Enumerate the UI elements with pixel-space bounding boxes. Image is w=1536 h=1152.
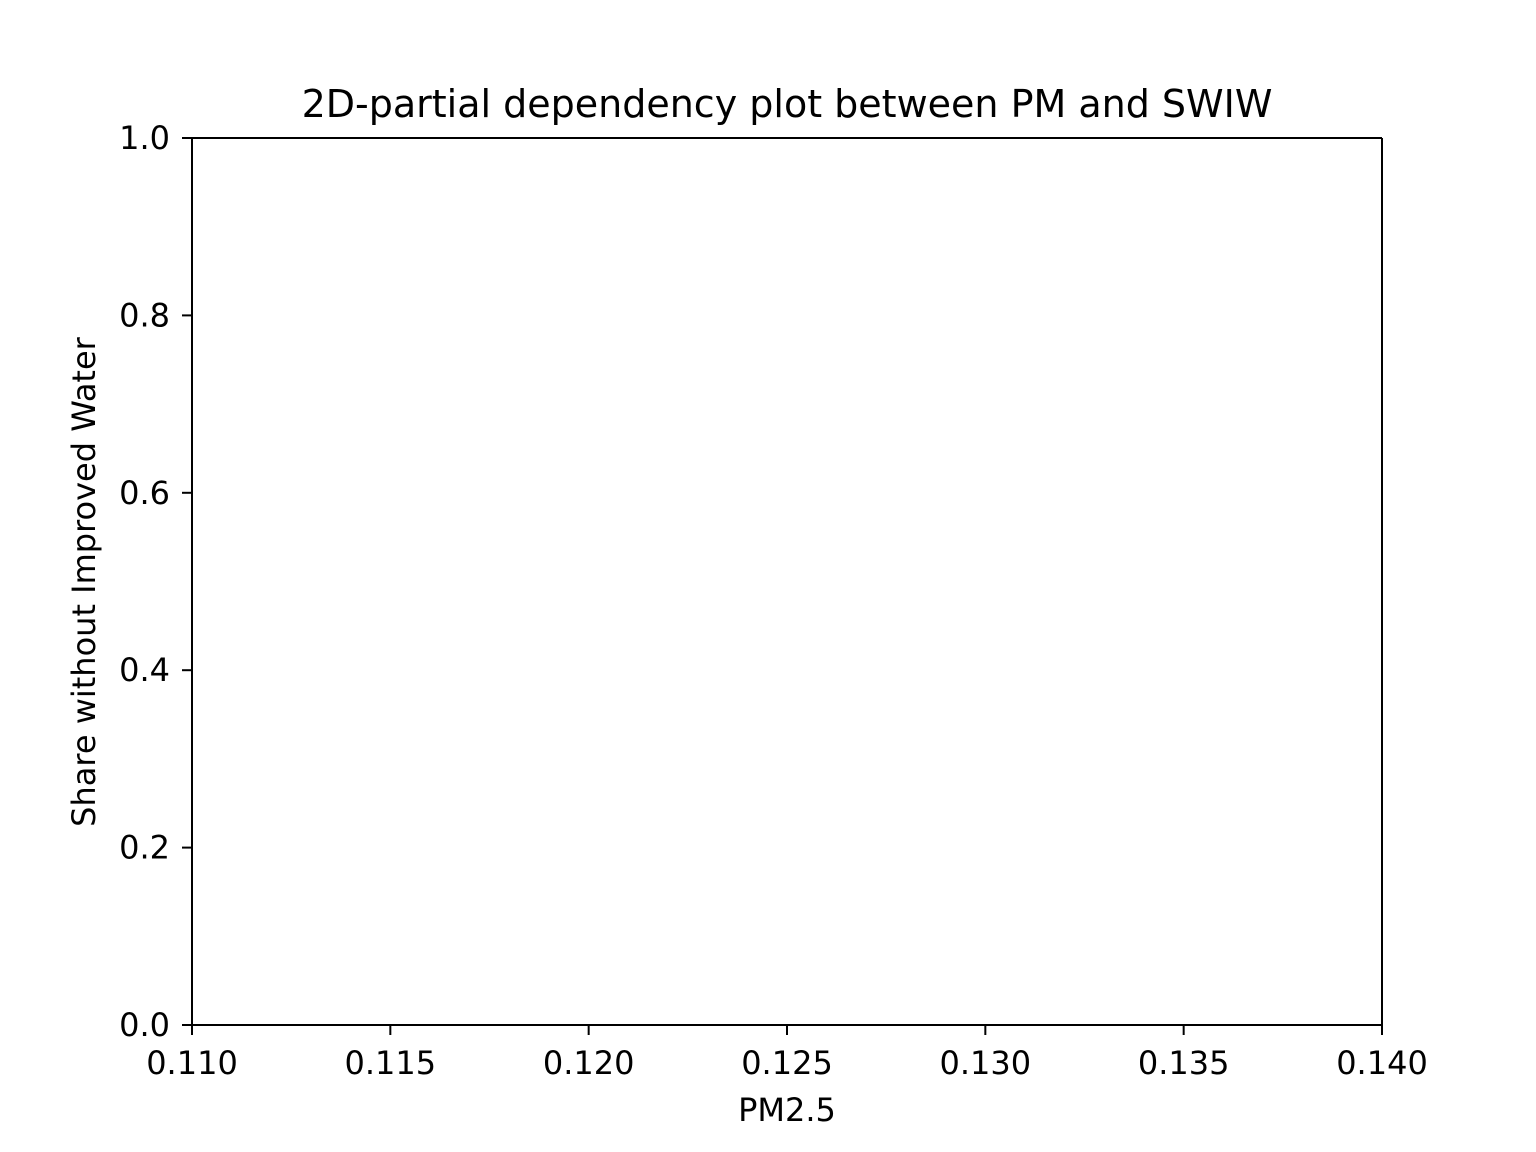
x-tick-label: 0.120 [543,1044,635,1082]
x-tick-label: 0.115 [345,1044,437,1082]
y-tick-label: 0.4 [119,651,170,689]
y-tick-label: 1.0 [119,119,170,157]
x-axis-ticks: 0.110 0.115 0.120 0.125 0.130 0.135 0.140 [146,1025,1428,1082]
y-axis-ticks: 0.0 0.2 0.4 0.6 0.8 1.0 [119,119,192,1044]
x-tick-label: 0.135 [1138,1044,1230,1082]
chart-title: 2D-partial dependency plot between PM an… [302,82,1273,126]
x-tick-label: 0.140 [1336,1044,1428,1082]
y-tick-label: 0.8 [119,296,170,334]
y-tick-label: 0.2 [119,829,170,867]
x-tick-label: 0.125 [741,1044,833,1082]
y-axis-label: Share without Improved Water [65,336,103,826]
x-axis-label: PM2.5 [738,1091,836,1129]
y-tick-label: 0.6 [119,474,170,512]
x-tick-label: 0.110 [146,1044,238,1082]
x-tick-label: 0.130 [940,1044,1032,1082]
plot-area [192,138,1382,1025]
y-tick-label: 0.0 [119,1006,170,1044]
